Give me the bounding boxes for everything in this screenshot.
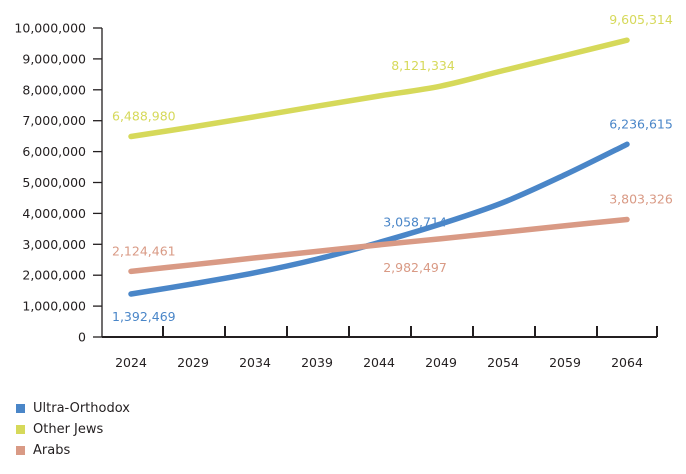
y-tick-label: 2,000,000	[22, 268, 86, 283]
data-label-other-jews: 8,121,334	[391, 58, 455, 73]
legend: Ultra-Orthodox Other Jews Arabs	[16, 398, 130, 461]
data-label-other-jews: 9,605,314	[609, 12, 673, 27]
legend-item-other-jews: Other Jews	[16, 419, 130, 440]
x-tick-label: 2044	[363, 355, 395, 370]
y-tick-label: 1,000,000	[22, 299, 86, 314]
data-label-ultra-orthodox: 6,236,615	[609, 116, 673, 131]
x-tick-label: 2024	[115, 355, 147, 370]
legend-item-arabs: Arabs	[16, 440, 130, 461]
y-tick-label: 3,000,000	[22, 237, 86, 252]
data-label-arabs: 2,124,461	[112, 243, 176, 258]
y-tick-label: 6,000,000	[22, 144, 86, 159]
x-tick-label: 2034	[239, 355, 271, 370]
legend-swatch-other-jews	[16, 425, 25, 434]
data-labels: 1,392,469 3,058,714 6,236,615 6,488,980 8,12…	[112, 12, 673, 324]
y-tick-label: 4,000,000	[22, 206, 86, 221]
legend-label: Ultra-Orthodox	[33, 401, 130, 416]
data-label-arabs: 3,803,326	[609, 191, 673, 206]
y-tick-label: 8,000,000	[22, 82, 86, 97]
x-tick-label: 2029	[177, 355, 209, 370]
series-line-arabs	[128, 216, 630, 275]
data-label-arabs: 2,982,497	[383, 260, 447, 275]
legend-label: Other Jews	[33, 422, 104, 437]
data-label-ultra-orthodox: 1,392,469	[112, 309, 176, 324]
x-axis: 2024 2029 2034 2039 2044 2049 2054 2059 2064	[102, 326, 658, 370]
data-label-other-jews: 6,488,980	[112, 108, 176, 123]
series-line-other-jews	[128, 37, 630, 140]
y-tick-label: 7,000,000	[22, 113, 86, 128]
y-axis: 0 1,000,000 2,000,000 3,000,000 4,000,000 5,0…	[14, 21, 103, 345]
x-tick-label: 2064	[611, 355, 643, 370]
y-tick-label: 0	[78, 330, 86, 345]
legend-item-ultra-orthodox: Ultra-Orthodox	[16, 398, 130, 419]
series-line-ultra-orthodox	[128, 141, 630, 297]
series-lines	[128, 37, 630, 297]
legend-swatch-arabs	[16, 446, 25, 455]
x-tick-label: 2039	[301, 355, 333, 370]
x-tick-label: 2054	[487, 355, 519, 370]
data-label-ultra-orthodox: 3,058,714	[383, 214, 447, 229]
x-tick-label: 2059	[549, 355, 581, 370]
y-tick-label: 10,000,000	[14, 21, 86, 36]
y-tick-label: 5,000,000	[22, 175, 86, 190]
legend-label: Arabs	[33, 443, 71, 458]
x-tick-label: 2049	[425, 355, 457, 370]
y-tick-label: 9,000,000	[22, 51, 86, 66]
legend-swatch-ultra-orthodox	[16, 404, 25, 413]
